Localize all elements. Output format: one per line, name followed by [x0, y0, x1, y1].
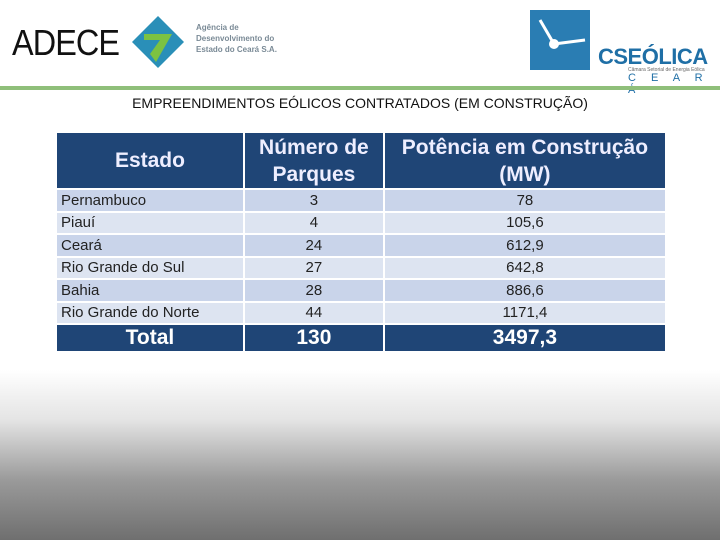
table-cell: 105,6	[382, 210, 668, 235]
column-header: Número de Parques	[242, 131, 385, 190]
table-row: Piauí 4 105,6	[55, 210, 668, 235]
table-cell: 28	[242, 278, 385, 303]
table-cell: 1171,4	[382, 300, 668, 325]
table-row: Rio Grande do Sul 27 642,8	[55, 255, 668, 280]
adece-acronym: ADECE	[12, 22, 120, 63]
table-cell: Pernambuco	[55, 188, 245, 213]
table-cell: 3	[242, 188, 385, 213]
table-cell: 886,6	[382, 278, 668, 303]
total-cell: 3497,3	[382, 323, 668, 353]
column-header: Potência em Construção (MW)	[382, 131, 668, 190]
table-row: Bahia 28 886,6	[55, 278, 668, 303]
agency-line: Estado do Ceará S.A.	[196, 45, 277, 54]
agency-name: Agência de Desenvolvimento do Estado do …	[196, 22, 277, 55]
slide-title: EMPREENDIMENTOS EÓLICOS CONTRATADOS (EM …	[132, 95, 588, 111]
data-table: Estado Número de Parques Potência em Const…	[55, 131, 668, 353]
table-row: Rio Grande do Norte 44 1171,4	[55, 300, 668, 325]
table-cell: Ceará	[55, 233, 245, 258]
adece-icon	[132, 16, 184, 68]
table-cell: 27	[242, 255, 385, 280]
header-row: Estado Número de Parques Potência em Const…	[55, 131, 668, 190]
total-cell: Total	[55, 323, 245, 353]
table-cell: 612,9	[382, 233, 668, 258]
cseolica-icon	[530, 10, 590, 70]
cseolica-state: C E A R Á	[628, 72, 709, 96]
column-header: Estado	[55, 131, 245, 190]
table-cell: 44	[242, 300, 385, 325]
total-cell: 130	[242, 323, 385, 353]
table-cell: 78	[382, 188, 668, 213]
table-row: Ceará 24 612,9	[55, 233, 668, 258]
table-cell: 642,8	[382, 255, 668, 280]
total-row: Total 130 3497,3	[55, 323, 668, 353]
divider	[0, 86, 720, 90]
cseolica-name: CSEÓLICA	[598, 44, 708, 69]
table-cell: Rio Grande do Sul	[55, 255, 245, 280]
agency-line: Agência de	[196, 23, 239, 32]
table-cell: 24	[242, 233, 385, 258]
agency-line: Desenvolvimento do	[196, 34, 275, 43]
table-row: Pernambuco 3 78	[55, 188, 668, 213]
table-cell: Rio Grande do Norte	[55, 300, 245, 325]
table-cell: Piauí	[55, 210, 245, 235]
table-cell: Bahia	[55, 278, 245, 303]
cseolica-subtitle: Câmara Setorial de Energia Eólica	[628, 67, 705, 73]
table-cell: 4	[242, 210, 385, 235]
